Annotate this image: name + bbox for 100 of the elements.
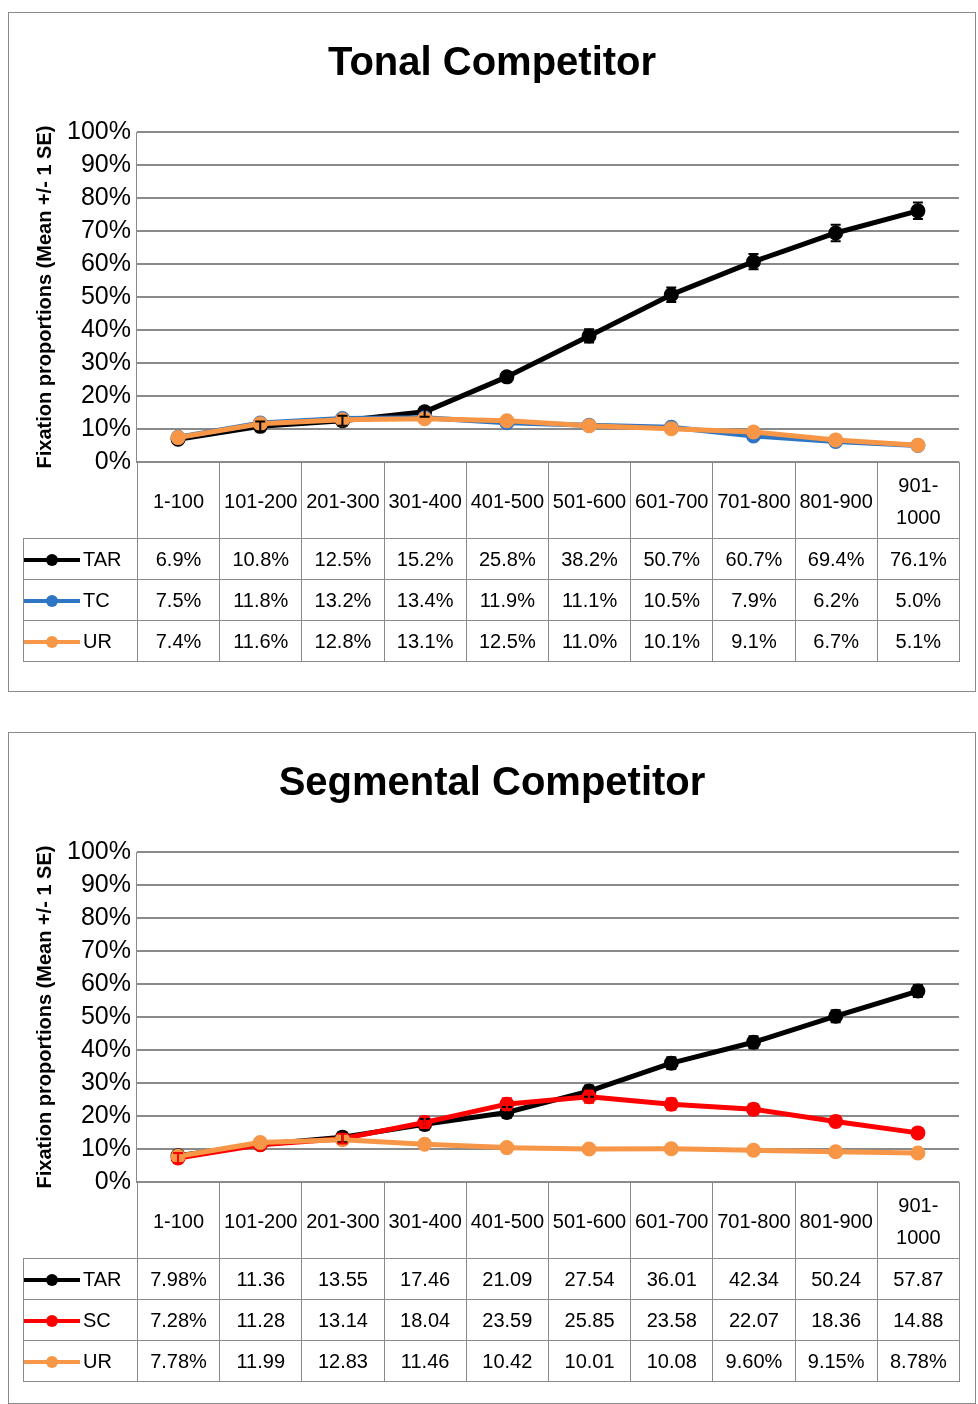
- data-label: 25.85: [548, 1299, 631, 1341]
- x-tick-label: 901-1000: [877, 462, 960, 539]
- x-tick-label: 201-300: [301, 1182, 385, 1259]
- data-label: 22.07: [712, 1299, 796, 1341]
- data-label: 11.46: [384, 1340, 467, 1382]
- data-label: 7.78%: [137, 1340, 220, 1382]
- y-tick-label: 30%: [80, 346, 131, 375]
- x-tick-label: 901-1000: [877, 1182, 960, 1259]
- y-tick-label: 90%: [80, 148, 131, 177]
- y-tick-label: 10%: [80, 1132, 131, 1161]
- legend-label: TAR: [23, 538, 138, 580]
- data-label: 50.7%: [630, 538, 713, 580]
- y-tick-label: 90%: [80, 868, 131, 897]
- y-tick-label: 70%: [80, 214, 131, 243]
- data-label: 10.01: [548, 1340, 631, 1382]
- chart-title: Tonal Competitor: [326, 39, 658, 84]
- data-label: 5.1%: [877, 620, 960, 662]
- x-tick-label: 101-200: [219, 1182, 302, 1259]
- data-label: 7.28%: [137, 1299, 220, 1341]
- y-tick-label: 40%: [80, 313, 131, 342]
- y-tick-label: 100%: [66, 115, 131, 144]
- data-label: 13.1%: [384, 620, 467, 662]
- data-label: 9.60%: [712, 1340, 796, 1382]
- x-tick-label: 101-200: [219, 462, 302, 539]
- legend-label: SC: [23, 1299, 138, 1341]
- y-tick-label: 30%: [80, 1066, 131, 1095]
- x-tick-label: 801-900: [795, 1182, 878, 1259]
- data-label: 10.1%: [630, 620, 713, 662]
- data-label: 7.4%: [137, 620, 220, 662]
- x-tick-label: 801-900: [795, 462, 878, 539]
- data-label: 7.5%: [137, 579, 220, 621]
- y-tick-label: 70%: [80, 934, 131, 963]
- data-label: 6.2%: [795, 579, 878, 621]
- y-tick-label: 80%: [80, 901, 131, 930]
- data-label: 25.8%: [466, 538, 549, 580]
- data-label: 13.14: [301, 1299, 385, 1341]
- data-label: 23.58: [630, 1299, 713, 1341]
- data-label: 9.1%: [712, 620, 796, 662]
- data-label: 11.0%: [548, 620, 631, 662]
- data-label: 15.2%: [384, 538, 467, 580]
- data-label: 10.08: [630, 1340, 713, 1382]
- data-label: 12.5%: [466, 620, 549, 662]
- x-tick-label: 301-400: [384, 462, 467, 539]
- data-label: 11.36: [219, 1258, 302, 1300]
- legend-label: UR: [23, 1340, 138, 1382]
- data-label: 57.87: [877, 1258, 960, 1300]
- data-label: 11.99: [219, 1340, 302, 1382]
- data-label: 5.0%: [877, 579, 960, 621]
- data-label: 11.6%: [219, 620, 302, 662]
- data-label: 12.83: [301, 1340, 385, 1382]
- x-tick-label: 701-800: [712, 462, 796, 539]
- data-label: 14.88: [877, 1299, 960, 1341]
- y-tick-label: 20%: [80, 379, 131, 408]
- x-tick-label: 601-700: [630, 462, 713, 539]
- data-label: 38.2%: [548, 538, 631, 580]
- legend-label: TAR: [23, 1258, 138, 1300]
- x-tick-label: 701-800: [712, 1182, 796, 1259]
- data-label: 21.09: [466, 1258, 549, 1300]
- legend-label: TC: [23, 579, 138, 621]
- data-label: 69.4%: [795, 538, 878, 580]
- data-label: 18.04: [384, 1299, 467, 1341]
- data-label: 6.7%: [795, 620, 878, 662]
- data-label: 12.5%: [301, 538, 385, 580]
- x-tick-label: 201-300: [301, 462, 385, 539]
- data-label: 11.1%: [548, 579, 631, 621]
- data-label: 7.9%: [712, 579, 796, 621]
- x-tick-label: 501-600: [548, 1182, 631, 1259]
- x-tick-label: 501-600: [548, 462, 631, 539]
- data-label: 60.7%: [712, 538, 796, 580]
- data-label: 9.15%: [795, 1340, 878, 1382]
- data-label: 36.01: [630, 1258, 713, 1300]
- data-label: 7.98%: [137, 1258, 220, 1300]
- y-tick-label: 0%: [94, 445, 131, 474]
- data-label: 6.9%: [137, 538, 220, 580]
- y-tick-label: 60%: [80, 247, 131, 276]
- data-label: 42.34: [712, 1258, 796, 1300]
- data-label: 13.55: [301, 1258, 385, 1300]
- data-label: 18.36: [795, 1299, 878, 1341]
- data-label: 12.8%: [301, 620, 385, 662]
- data-label: 10.5%: [630, 579, 713, 621]
- x-tick-label: 401-500: [466, 1182, 549, 1259]
- x-tick-label: 301-400: [384, 1182, 467, 1259]
- data-label: 27.54: [548, 1258, 631, 1300]
- y-tick-label: 40%: [80, 1033, 131, 1062]
- y-tick-label: 0%: [94, 1165, 131, 1194]
- x-tick-label: 601-700: [630, 1182, 713, 1259]
- y-axis-title: Fixation proportions (Mean +/- 1 SE): [32, 125, 55, 469]
- x-tick-label: 1-100: [137, 1182, 220, 1259]
- y-tick-label: 50%: [80, 280, 131, 309]
- data-label: 13.2%: [301, 579, 385, 621]
- chart-title: Segmental Competitor: [277, 759, 707, 804]
- y-axis-title: Fixation proportions (Mean +/- 1 SE): [32, 845, 55, 1189]
- data-label: 10.42: [466, 1340, 549, 1382]
- data-label: 23.59: [466, 1299, 549, 1341]
- data-label: 11.8%: [219, 579, 302, 621]
- y-tick-label: 50%: [80, 1000, 131, 1029]
- y-tick-label: 80%: [80, 181, 131, 210]
- data-label: 17.46: [384, 1258, 467, 1300]
- y-tick-label: 60%: [80, 967, 131, 996]
- y-tick-label: 20%: [80, 1099, 131, 1128]
